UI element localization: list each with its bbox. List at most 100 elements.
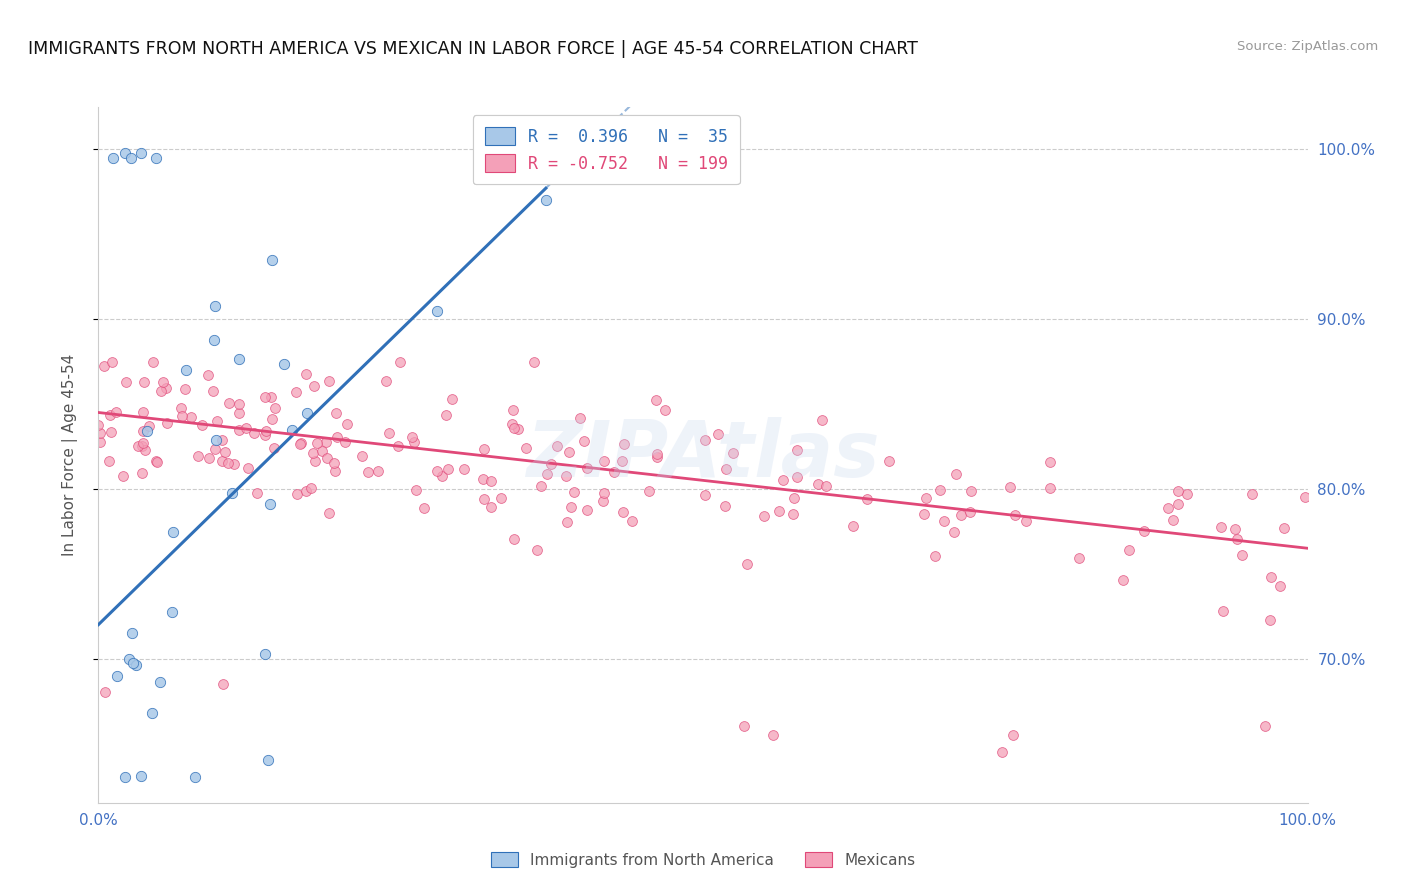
Point xyxy=(170,409,193,423)
Point xyxy=(207,414,229,428)
Point xyxy=(259,497,281,511)
Legend: R =  0.396   N =  35, R = -0.752   N = 199: R = 0.396 N = 35, R = -0.752 N = 199 xyxy=(472,115,740,185)
Point xyxy=(426,303,449,318)
Text: ZIPAtlas: ZIPAtlas xyxy=(526,417,880,493)
Point xyxy=(136,425,159,439)
Point xyxy=(959,505,981,519)
Point xyxy=(228,397,250,411)
Point xyxy=(1212,604,1234,618)
Point xyxy=(357,466,380,480)
Point xyxy=(131,466,153,480)
Point xyxy=(138,419,160,434)
Point xyxy=(555,469,578,483)
Point xyxy=(991,745,1014,759)
Point xyxy=(98,409,121,423)
Point xyxy=(100,425,122,439)
Point xyxy=(1001,728,1024,742)
Point xyxy=(610,454,633,468)
Point xyxy=(94,685,117,699)
Point xyxy=(945,467,967,481)
Point xyxy=(472,442,495,456)
Point xyxy=(536,467,558,481)
Point xyxy=(437,462,460,476)
Point xyxy=(471,472,494,486)
Point xyxy=(98,454,121,468)
Point xyxy=(1258,613,1281,627)
Point xyxy=(1226,532,1249,546)
Point xyxy=(768,504,790,518)
Point xyxy=(145,454,167,468)
Point xyxy=(323,464,346,478)
Point xyxy=(260,412,283,426)
Point xyxy=(217,456,239,470)
Point xyxy=(735,557,758,571)
Point xyxy=(253,428,276,442)
Point xyxy=(201,384,224,399)
Point xyxy=(187,449,209,463)
Point xyxy=(404,435,426,450)
Point xyxy=(115,375,138,389)
Point xyxy=(1112,573,1135,587)
Point xyxy=(304,454,326,468)
Point xyxy=(297,406,319,420)
Point xyxy=(228,406,250,420)
Point xyxy=(612,505,634,519)
Point xyxy=(721,445,744,459)
Point xyxy=(205,433,228,447)
Point xyxy=(132,424,155,438)
Point xyxy=(1225,522,1247,536)
Point xyxy=(160,606,183,620)
Point xyxy=(118,651,141,665)
Point xyxy=(101,354,124,368)
Point xyxy=(1118,542,1140,557)
Point xyxy=(311,443,333,458)
Point xyxy=(202,333,225,347)
Point xyxy=(101,151,124,165)
Point xyxy=(841,518,863,533)
Point xyxy=(325,406,347,420)
Point xyxy=(1156,500,1178,515)
Point xyxy=(479,474,502,488)
Point xyxy=(323,456,346,470)
Point xyxy=(592,453,614,467)
Point xyxy=(786,470,808,484)
Point xyxy=(405,483,427,498)
Point xyxy=(204,442,226,456)
Point xyxy=(180,410,202,425)
Point xyxy=(352,449,374,463)
Point xyxy=(254,424,277,438)
Point xyxy=(132,405,155,419)
Point xyxy=(786,442,808,457)
Point xyxy=(814,479,837,493)
Point xyxy=(132,436,155,450)
Point xyxy=(374,374,396,388)
Point xyxy=(613,436,636,450)
Point xyxy=(530,479,553,493)
Point xyxy=(146,455,169,469)
Point xyxy=(877,454,900,468)
Point xyxy=(1015,515,1038,529)
Point xyxy=(212,677,235,691)
Point xyxy=(263,441,285,455)
Point xyxy=(305,436,328,450)
Point xyxy=(707,426,730,441)
Point xyxy=(304,378,326,392)
Point xyxy=(782,491,804,505)
Point xyxy=(546,439,568,453)
Point xyxy=(912,507,935,521)
Point xyxy=(204,299,226,313)
Point xyxy=(290,436,312,450)
Point xyxy=(378,425,401,440)
Point xyxy=(440,392,463,406)
Point xyxy=(114,145,136,160)
Point xyxy=(112,468,135,483)
Point xyxy=(637,484,659,499)
Point xyxy=(472,491,495,506)
Point xyxy=(502,532,524,546)
Point xyxy=(122,656,145,670)
Point xyxy=(262,252,284,267)
Point xyxy=(754,509,776,524)
Point xyxy=(572,434,595,448)
Point xyxy=(1175,487,1198,501)
Point xyxy=(87,417,110,432)
